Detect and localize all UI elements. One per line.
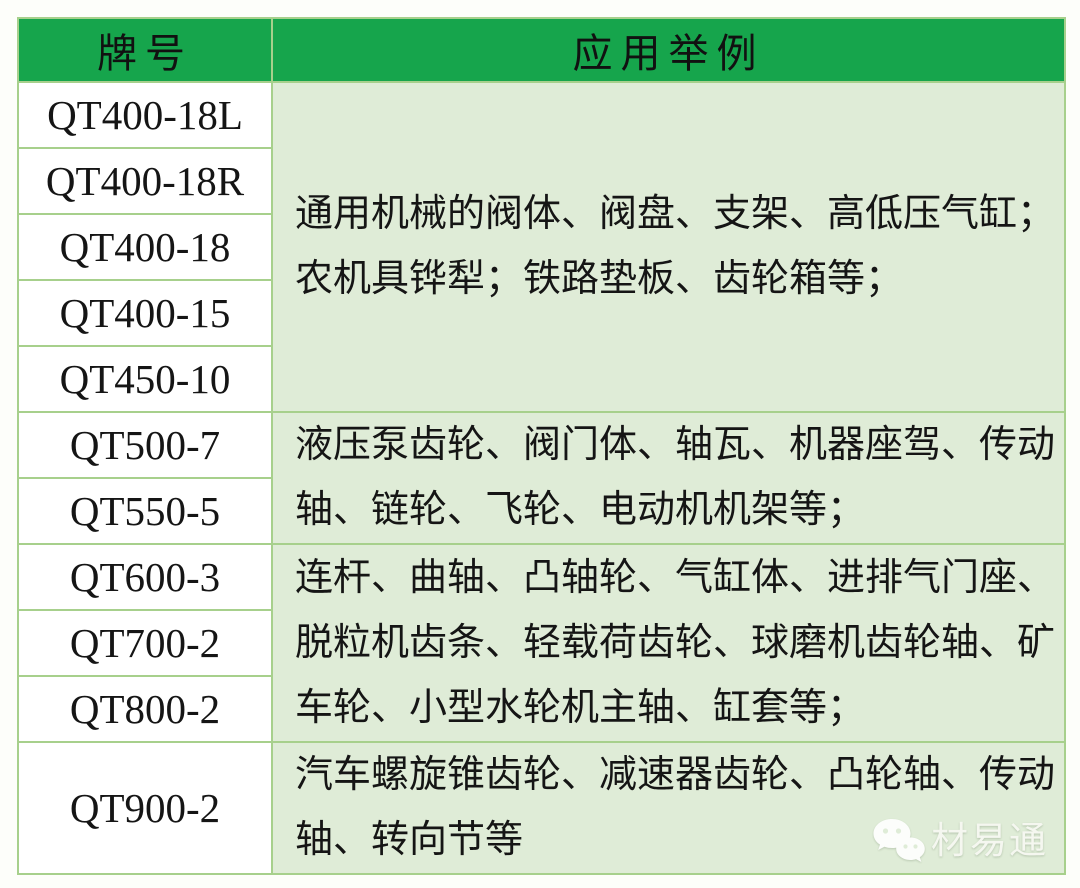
grade-application-table: 牌号 应用举例 QT400-18L 通用机械的阀体、阀盘、支架、高低压气缸； 农… bbox=[17, 17, 1066, 875]
application-cell-group2: 液压泵齿轮、阀门体、轴瓦、机器座驾、传动 轴、链轮、飞轮、电动机机架等； bbox=[271, 411, 1066, 545]
table-row: QT900-2 汽车螺旋锥齿轮、减速器齿轮、凸轮轴、传动 轴、转向节等 bbox=[17, 741, 1066, 875]
grade-cell-qt800-2: QT800-2 bbox=[17, 675, 273, 743]
table-row: QT400-18 bbox=[17, 213, 1065, 281]
application-text: 通用机械的阀体、阀盘、支架、高低压气缸； 农机具铧犁；铁路垫板、齿轮箱等； bbox=[295, 193, 1056, 300]
table-row: QT400-18R bbox=[17, 147, 1065, 215]
application-text: 连杆、曲轴、凸轴轮、气缸体、进排气门座、 脱粒机齿条、轻载荷齿轮、球磨机齿轮轴、… bbox=[295, 556, 1056, 729]
grade-cell-qt600-3: QT600-3 bbox=[17, 543, 273, 611]
application-cell-group3: 连杆、曲轴、凸轴轮、气缸体、进排气门座、 脱粒机齿条、轻载荷齿轮、球磨机齿轮轴、… bbox=[271, 543, 1066, 743]
application-cell-group1: 通用机械的阀体、阀盘、支架、高低压气缸； 农机具铧犁；铁路垫板、齿轮箱等； bbox=[271, 81, 1066, 413]
grade-cell-qt400-18l: QT400-18L bbox=[17, 81, 273, 149]
application-text: 液压泵齿轮、阀门体、轴瓦、机器座驾、传动 轴、链轮、飞轮、电动机机架等； bbox=[295, 424, 1056, 531]
table-row: QT400-18L 通用机械的阀体、阀盘、支架、高低压气缸； 农机具铧犁；铁路垫… bbox=[17, 81, 1066, 413]
grade-cell-qt700-2: QT700-2 bbox=[17, 609, 273, 677]
grade-cell-qt400-18: QT400-18 bbox=[17, 213, 273, 281]
grade-cell-qt500-7: QT500-7 bbox=[17, 411, 273, 479]
header-application: 应用举例 bbox=[271, 17, 1066, 83]
table-row: QT500-7 液压泵齿轮、阀门体、轴瓦、机器座驾、传动 轴、链轮、飞轮、电动机… bbox=[17, 411, 1066, 545]
header-grade: 牌号 bbox=[17, 17, 273, 83]
application-text: 汽车螺旋锥齿轮、减速器齿轮、凸轮轴、传动 轴、转向节等 bbox=[295, 754, 1056, 861]
table-row: QT450-10 bbox=[17, 345, 1065, 413]
table-row: QT550-5 bbox=[17, 477, 1065, 545]
application-cell-group4: 汽车螺旋锥齿轮、减速器齿轮、凸轮轴、传动 轴、转向节等 bbox=[271, 741, 1066, 875]
grade-cell-qt900-2: QT900-2 bbox=[17, 741, 273, 875]
grade-cell-qt450-10: QT450-10 bbox=[17, 345, 273, 413]
table-row: QT400-15 bbox=[17, 279, 1065, 347]
table-row: QT600-3 连杆、曲轴、凸轴轮、气缸体、进排气门座、 脱粒机齿条、轻载荷齿轮… bbox=[17, 543, 1066, 743]
table-row: QT700-2 bbox=[17, 609, 1065, 677]
table-row: QT800-2 bbox=[17, 675, 1065, 743]
grade-cell-qt550-5: QT550-5 bbox=[17, 477, 273, 545]
grade-cell-qt400-18r: QT400-18R bbox=[17, 147, 273, 215]
header-row: 牌号 应用举例 bbox=[17, 17, 1066, 83]
grade-cell-qt400-15: QT400-15 bbox=[17, 279, 273, 347]
